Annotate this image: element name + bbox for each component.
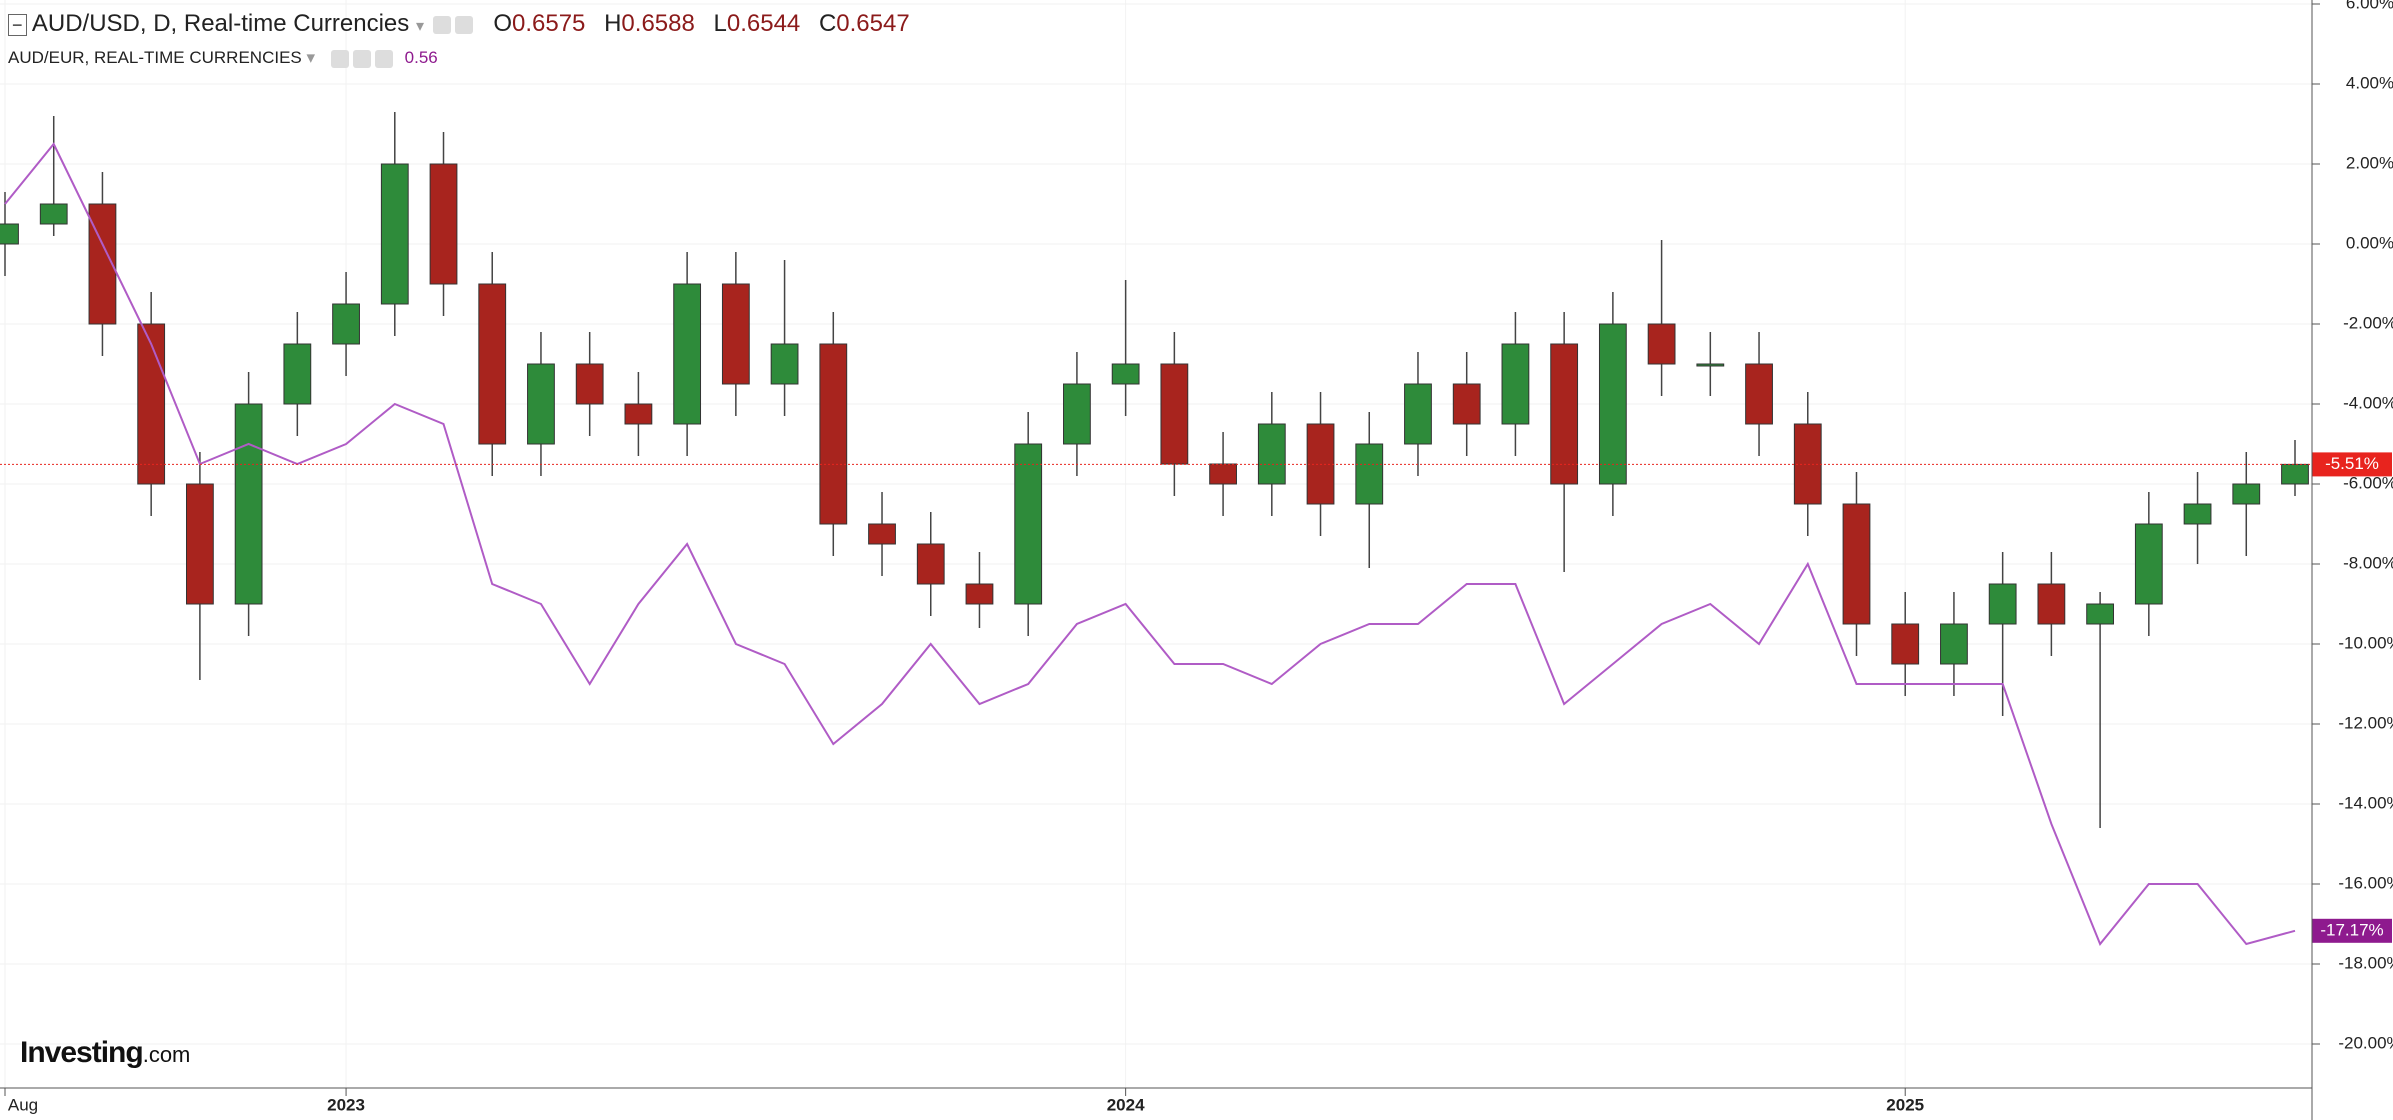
y-tick-label: 2.00% [2346, 153, 2393, 172]
y-tick-label: -14.00% [2338, 793, 2393, 812]
y-tick-label: -2.00% [2343, 313, 2393, 332]
candle-body [1160, 363, 1189, 465]
candle-body [429, 163, 458, 285]
candle-body [965, 583, 994, 605]
candle-body [1891, 623, 1920, 665]
icon[interactable] [454, 15, 473, 34]
candle-body [1647, 323, 1676, 365]
candle-body [1452, 383, 1481, 425]
h-label: H [604, 10, 622, 37]
l-value: 0.6544 [726, 10, 801, 37]
last-badge [2312, 918, 2392, 943]
header: − AUD/USD, D, Real-time Currencies ▾ O0.… [8, 10, 910, 38]
candle-body [2183, 503, 2212, 525]
candle-body [234, 403, 263, 605]
compare-value: 0.56 [404, 48, 438, 67]
candle-body [1209, 463, 1237, 485]
x-tick-label: 2023 [327, 1095, 365, 1114]
candle-body [673, 283, 702, 425]
candle-body [0, 223, 19, 245]
logo-main: Investing [20, 1036, 144, 1069]
candle-body [1014, 443, 1043, 605]
y-tick-label: 6.00% [2346, 0, 2393, 12]
y-tick-label: -6.00% [2343, 473, 2393, 492]
o-label: O [493, 10, 512, 37]
y-tick-label: 4.00% [2346, 73, 2393, 92]
candle-body [283, 343, 312, 405]
candle-body [1501, 343, 1530, 425]
collapse-icon[interactable]: − [8, 14, 27, 36]
l-label: L [713, 10, 727, 37]
y-tick-label: -8.00% [2343, 553, 2393, 572]
logo-suffix: .com [142, 1042, 191, 1067]
candle-body [1257, 423, 1286, 485]
candle-body [1745, 363, 1773, 425]
candle-body [185, 483, 214, 605]
icon[interactable] [375, 49, 394, 68]
last-badge [2312, 452, 2392, 477]
c-value: 0.6547 [836, 10, 910, 37]
candle-body [1550, 343, 1579, 485]
icon[interactable] [432, 15, 451, 34]
candle-body [1988, 583, 2017, 625]
logo: Investing.com [20, 1036, 190, 1070]
y-tick-label: -4.00% [2343, 393, 2393, 412]
candle-body [916, 543, 945, 585]
y-tick-label: 0.00% [2346, 233, 2393, 252]
y-tick-label: -10.00% [2338, 633, 2393, 652]
candle-body [868, 523, 896, 545]
candle-body [819, 343, 848, 525]
candle-body [1063, 383, 1091, 445]
icon[interactable] [353, 49, 372, 68]
y-tick-label: -20.00% [2338, 1033, 2393, 1052]
candle-body [527, 363, 555, 445]
candle-body [2134, 523, 2163, 605]
candle-body [478, 283, 507, 445]
y-tick-label: -18.00% [2338, 953, 2393, 972]
symbol[interactable]: AUD/USD, D, Real-time Currencies [31, 10, 410, 37]
candle-body [575, 363, 604, 405]
candle-body [2232, 483, 2261, 505]
compare-header: AUD/EUR, REAL-TIME CURRENCIES ▾ 0.56 [8, 48, 438, 68]
candle-body [2086, 603, 2115, 625]
x-tick-label: 2024 [1107, 1095, 1145, 1114]
plot-area [0, 0, 2312, 1088]
candle-body [1355, 443, 1384, 505]
candle-body [2037, 583, 2066, 625]
candle-body [721, 283, 750, 385]
candle-body [1696, 363, 1725, 367]
x-tick-label: 2025 [1886, 1095, 1924, 1114]
x-tick-label: Aug [8, 1095, 38, 1114]
compare-line [4, 142, 2296, 946]
candle-body [39, 203, 68, 225]
c-label: C [818, 10, 837, 37]
candle-body [380, 163, 409, 305]
candle-body [1404, 383, 1432, 445]
last-badge-label: -17.17% [2320, 920, 2383, 939]
candle-body [1598, 323, 1627, 485]
y-tick-label: -16.00% [2338, 873, 2393, 892]
candle-body [770, 343, 799, 385]
candle-body [137, 323, 166, 485]
candle-body [624, 403, 653, 425]
candle-body [332, 303, 360, 345]
candle-body [1111, 363, 1140, 385]
y-tick-label: -12.00% [2338, 713, 2393, 732]
icon[interactable] [331, 49, 350, 68]
h-value: 0.6588 [621, 10, 695, 37]
compare-symbol[interactable]: AUD/EUR, REAL-TIME CURRENCIES [8, 48, 302, 67]
candle-body [1940, 623, 1968, 665]
last-badge-label: -5.51% [2325, 454, 2379, 473]
candle-body [2281, 463, 2309, 485]
candle-body [1842, 503, 1871, 625]
o-value: 0.6575 [512, 10, 586, 37]
